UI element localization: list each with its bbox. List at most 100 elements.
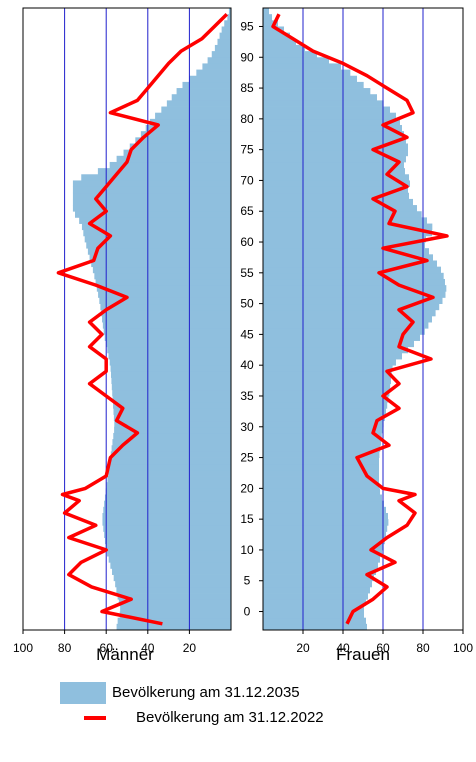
bar-men bbox=[81, 223, 231, 231]
bar-women bbox=[263, 143, 408, 151]
bar-men bbox=[116, 586, 231, 594]
bar-women bbox=[263, 543, 384, 551]
legend-label-2022: Bevölkerung am 31.12.2022 bbox=[136, 709, 324, 726]
women-bars-2035 bbox=[263, 8, 447, 631]
bar-men bbox=[113, 408, 231, 415]
x-tick-label-men: 20 bbox=[183, 641, 197, 655]
bar-men bbox=[94, 272, 232, 280]
bar-men bbox=[135, 137, 231, 144]
y-tick-label: 45 bbox=[240, 327, 254, 341]
bar-women bbox=[263, 352, 402, 360]
bar-men bbox=[171, 94, 231, 101]
bar-men bbox=[104, 531, 231, 539]
bar-men bbox=[105, 488, 231, 495]
bar-men bbox=[103, 328, 231, 335]
bar-women bbox=[263, 469, 379, 477]
bar-women bbox=[263, 377, 391, 385]
bar-men bbox=[189, 75, 231, 83]
bar-men bbox=[91, 260, 231, 268]
bar-men bbox=[221, 26, 231, 34]
bar-men bbox=[81, 174, 232, 181]
bar-men bbox=[106, 482, 231, 489]
bar-men bbox=[112, 439, 231, 446]
population-lines-2022 bbox=[56, 12, 449, 626]
x-tick-label-women: 40 bbox=[336, 641, 350, 655]
bar-women bbox=[263, 611, 364, 619]
bar-women bbox=[263, 278, 445, 286]
bar-men bbox=[72, 205, 231, 212]
bar-men bbox=[96, 285, 231, 292]
bar-women bbox=[263, 137, 406, 144]
bar-men bbox=[114, 420, 231, 428]
bar-women bbox=[263, 217, 427, 224]
bar-women bbox=[263, 457, 379, 465]
bar-men bbox=[111, 445, 231, 452]
bar-women bbox=[263, 328, 425, 335]
bar-women bbox=[263, 106, 390, 114]
bar-women bbox=[263, 180, 410, 187]
bar-men bbox=[211, 51, 231, 58]
bar-men bbox=[101, 309, 231, 317]
bar-men bbox=[107, 346, 231, 354]
bar-women bbox=[263, 125, 402, 132]
bar-women bbox=[263, 69, 351, 77]
bar-women bbox=[263, 186, 408, 194]
bar-men bbox=[129, 143, 231, 151]
bar-women bbox=[263, 506, 386, 514]
grid-lines bbox=[64, 8, 424, 630]
bar-men bbox=[113, 432, 231, 440]
bar-men bbox=[107, 476, 231, 483]
bar-men bbox=[113, 402, 231, 409]
bar-women bbox=[263, 389, 390, 397]
bar-women bbox=[263, 445, 381, 452]
bar-men bbox=[112, 389, 231, 397]
x-tick-label-women: 100 bbox=[453, 641, 473, 655]
bar-men bbox=[102, 322, 231, 329]
bar-women bbox=[263, 371, 392, 378]
chart-legend: Bevölkerung am 31.12.2035 Bevölkerung am… bbox=[60, 680, 324, 730]
bar-women bbox=[263, 75, 357, 83]
bar-women bbox=[263, 38, 296, 46]
bar-women bbox=[263, 402, 388, 409]
bar-men bbox=[217, 38, 231, 46]
bar-women bbox=[263, 383, 391, 391]
bar-men bbox=[155, 112, 231, 120]
bar-women bbox=[263, 100, 384, 107]
bar-women bbox=[263, 482, 379, 489]
line-men-2022 bbox=[56, 12, 229, 626]
bar-women bbox=[263, 512, 388, 520]
bar-women bbox=[263, 420, 384, 428]
bar-men bbox=[196, 69, 231, 77]
bar-women bbox=[263, 519, 389, 526]
population-pyramid-chart: 0 5 10 15 20 25 30 35 40 45 50 55 60 65 70 75 80 85 90 95 10… bbox=[13, 7, 473, 664]
y-tick-label: 25 bbox=[240, 451, 254, 465]
bar-men bbox=[95, 278, 231, 286]
bar-women bbox=[263, 131, 404, 138]
bar-women bbox=[263, 346, 408, 354]
bar-women bbox=[263, 8, 269, 15]
y-tick-label: 35 bbox=[240, 389, 254, 403]
bar-women bbox=[263, 451, 380, 458]
bar-men bbox=[108, 556, 231, 563]
x-tick-label-women: 80 bbox=[416, 641, 430, 655]
men-bars-2035 bbox=[72, 8, 232, 631]
bar-men bbox=[72, 186, 231, 194]
bar-women bbox=[263, 303, 440, 311]
bar-men bbox=[110, 365, 231, 372]
bar-men bbox=[113, 414, 231, 422]
bar-women bbox=[263, 315, 432, 323]
bar-women bbox=[263, 248, 429, 255]
bar-women bbox=[263, 51, 317, 58]
bar-men bbox=[161, 106, 231, 114]
bar-women bbox=[263, 112, 396, 120]
bar-women bbox=[263, 439, 381, 446]
bar-men bbox=[140, 131, 231, 138]
bar-women bbox=[263, 192, 409, 200]
bar-men bbox=[103, 506, 231, 514]
bar-men bbox=[116, 623, 231, 631]
bar-men bbox=[117, 593, 231, 600]
bar-women bbox=[263, 88, 371, 95]
bar-women bbox=[263, 586, 370, 594]
bar-men bbox=[118, 599, 231, 606]
bar-men bbox=[120, 605, 231, 612]
